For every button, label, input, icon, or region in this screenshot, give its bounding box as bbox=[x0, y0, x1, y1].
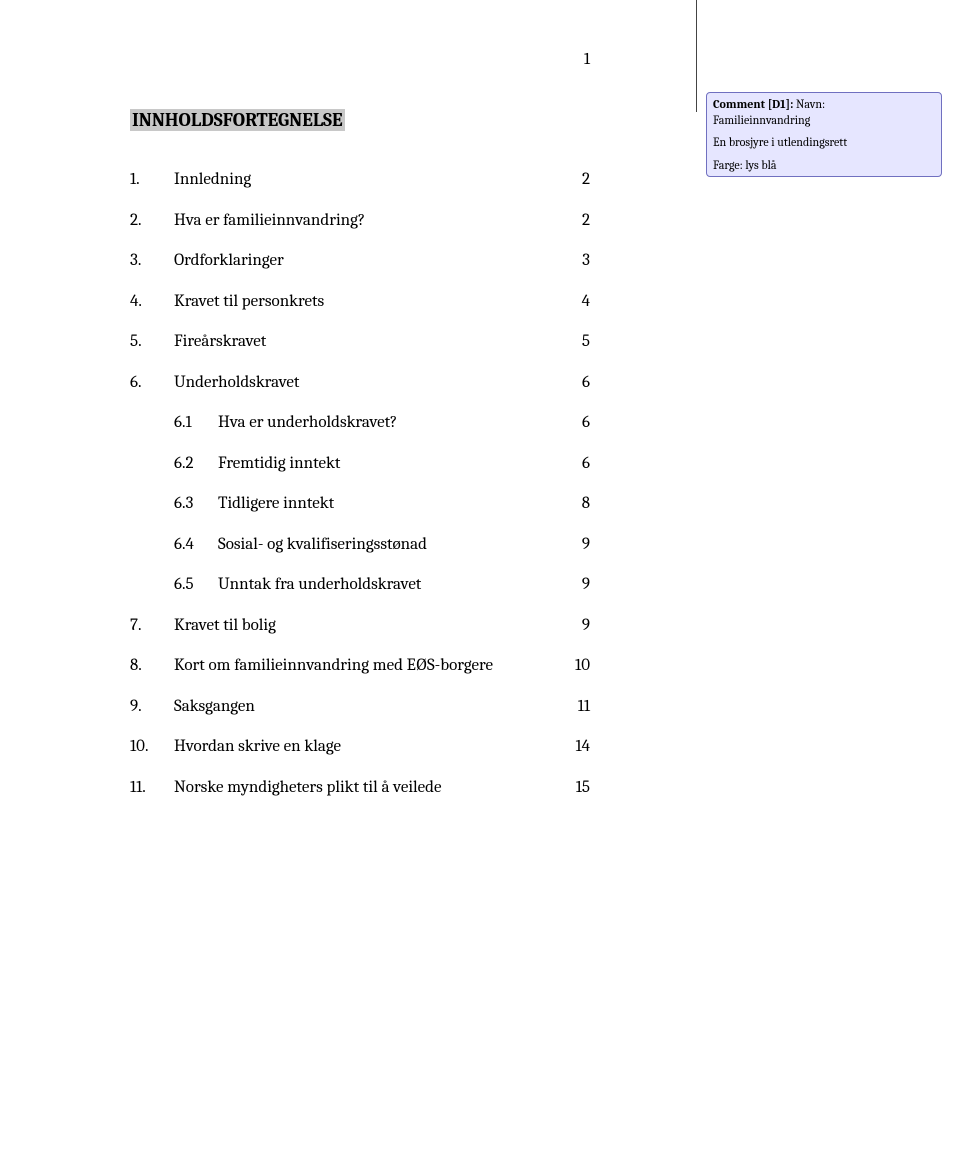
toc-entry-page: 5 bbox=[560, 329, 600, 355]
toc-entry-page: 10 bbox=[560, 653, 600, 679]
toc-row: 6.3Tidligere inntekt8 bbox=[130, 491, 600, 517]
toc-row: 3.Ordforklaringer3 bbox=[130, 248, 600, 274]
comment-line1-label: Navn: bbox=[793, 97, 825, 111]
toc-entry-number: 1. bbox=[130, 167, 174, 193]
toc-entry-page: 2 bbox=[560, 167, 600, 193]
toc-entry-page: 9 bbox=[560, 572, 600, 598]
toc-entry-page: 6 bbox=[560, 451, 600, 477]
toc-entry-page: 15 bbox=[560, 775, 600, 801]
comment-line3: Farge: lys blå bbox=[713, 157, 935, 173]
toc-entry-text: Underholdskravet bbox=[174, 370, 560, 396]
toc-entry-number: 4. bbox=[130, 289, 174, 315]
toc-entry-page: 8 bbox=[560, 491, 600, 517]
toc-list: 1.Innledning22.Hva er familieinnvandring… bbox=[130, 167, 600, 800]
toc-row: 4.Kravet til personkrets4 bbox=[130, 289, 600, 315]
toc-entry-number: 7. bbox=[130, 613, 174, 639]
toc-row: 8.Kort om familieinnvandring med EØS-bor… bbox=[130, 653, 600, 679]
toc-entry-number: 6.3 bbox=[174, 491, 218, 517]
toc-row: 7.Kravet til bolig9 bbox=[130, 613, 600, 639]
toc-row: 9.Saksgangen11 bbox=[130, 694, 600, 720]
toc-row: 1.Innledning2 bbox=[130, 167, 600, 193]
toc-entry-number: 9. bbox=[130, 694, 174, 720]
document-page: 1 INNHOLDSFORTEGNELSE 1.Innledning22.Hva… bbox=[0, 0, 700, 1169]
toc-entry-text: Sosial- og kvalifiseringsstønad bbox=[218, 532, 560, 558]
toc-entry-number: 6.4 bbox=[174, 532, 218, 558]
toc-entry-page: 9 bbox=[560, 613, 600, 639]
toc-entry-number: 11. bbox=[130, 775, 174, 801]
toc-entry-text: Hva er familieinnvandring? bbox=[174, 208, 560, 234]
toc-entry-text: Innledning bbox=[174, 167, 560, 193]
comment-line2: En brosjyre i utlendingsrett bbox=[713, 134, 935, 150]
toc-entry-number: 3. bbox=[130, 248, 174, 274]
toc-row: 6.1Hva er underholdskravet?6 bbox=[130, 410, 600, 436]
toc-entry-page: 4 bbox=[560, 289, 600, 315]
toc-entry-page: 2 bbox=[560, 208, 600, 234]
toc-entry-text: Hvordan skrive en klage bbox=[174, 734, 560, 760]
comment-column: Comment [D1]: Navn: Familieinnvandring E… bbox=[700, 0, 960, 177]
toc-row: 6.Underholdskravet6 bbox=[130, 370, 600, 396]
toc-entry-page: 3 bbox=[560, 248, 600, 274]
toc-entry-number: 10. bbox=[130, 734, 174, 760]
toc-entry-text: Kravet til bolig bbox=[174, 613, 560, 639]
toc-entry-page: 11 bbox=[560, 694, 600, 720]
toc-entry-number: 6.5 bbox=[174, 572, 218, 598]
toc-entry-page: 9 bbox=[560, 532, 600, 558]
toc-title: INNHOLDSFORTEGNELSE bbox=[130, 109, 345, 131]
toc-entry-text: Kort om familieinnvandring med EØS-borge… bbox=[174, 653, 560, 679]
toc-entry-number: 2. bbox=[130, 208, 174, 234]
toc-row: 11.Norske myndigheters plikt til å veile… bbox=[130, 775, 600, 801]
toc-row: 2.Hva er familieinnvandring?2 bbox=[130, 208, 600, 234]
toc-entry-text: Kravet til personkrets bbox=[174, 289, 560, 315]
comment-line1-value: Familieinnvandring bbox=[713, 112, 935, 128]
toc-entry-number: 6.1 bbox=[174, 410, 218, 436]
toc-row: 6.4Sosial- og kvalifiseringsstønad9 bbox=[130, 532, 600, 558]
toc-entry-text: Hva er underholdskravet? bbox=[218, 410, 560, 436]
toc-row: 6.2Fremtidig inntekt6 bbox=[130, 451, 600, 477]
toc-entry-text: Fremtidig inntekt bbox=[218, 451, 560, 477]
comment-label: Comment [D1]: bbox=[713, 97, 793, 111]
toc-entry-number: 5. bbox=[130, 329, 174, 355]
toc-row: 5.Fireårskravet5 bbox=[130, 329, 600, 355]
toc-entry-text: Unntak fra underholdskravet bbox=[218, 572, 560, 598]
toc-entry-text: Saksgangen bbox=[174, 694, 560, 720]
toc-entry-text: Ordforklaringer bbox=[174, 248, 560, 274]
toc-entry-text: Fireårskravet bbox=[174, 329, 560, 355]
toc-entry-page: 6 bbox=[560, 370, 600, 396]
toc-row: 10.Hvordan skrive en klage14 bbox=[130, 734, 600, 760]
toc-entry-page: 14 bbox=[560, 734, 600, 760]
toc-entry-text: Norske myndigheters plikt til å veilede bbox=[174, 775, 560, 801]
toc-row: 6.5Unntak fra underholdskravet9 bbox=[130, 572, 600, 598]
comment-balloon[interactable]: Comment [D1]: Navn: Familieinnvandring E… bbox=[706, 92, 942, 177]
toc-entry-page: 6 bbox=[560, 410, 600, 436]
toc-entry-text: Tidligere inntekt bbox=[218, 491, 560, 517]
toc-entry-number: 6.2 bbox=[174, 451, 218, 477]
toc-entry-number: 8. bbox=[130, 653, 174, 679]
toc-entry-number: 6. bbox=[130, 370, 174, 396]
page-number: 1 bbox=[130, 50, 600, 69]
